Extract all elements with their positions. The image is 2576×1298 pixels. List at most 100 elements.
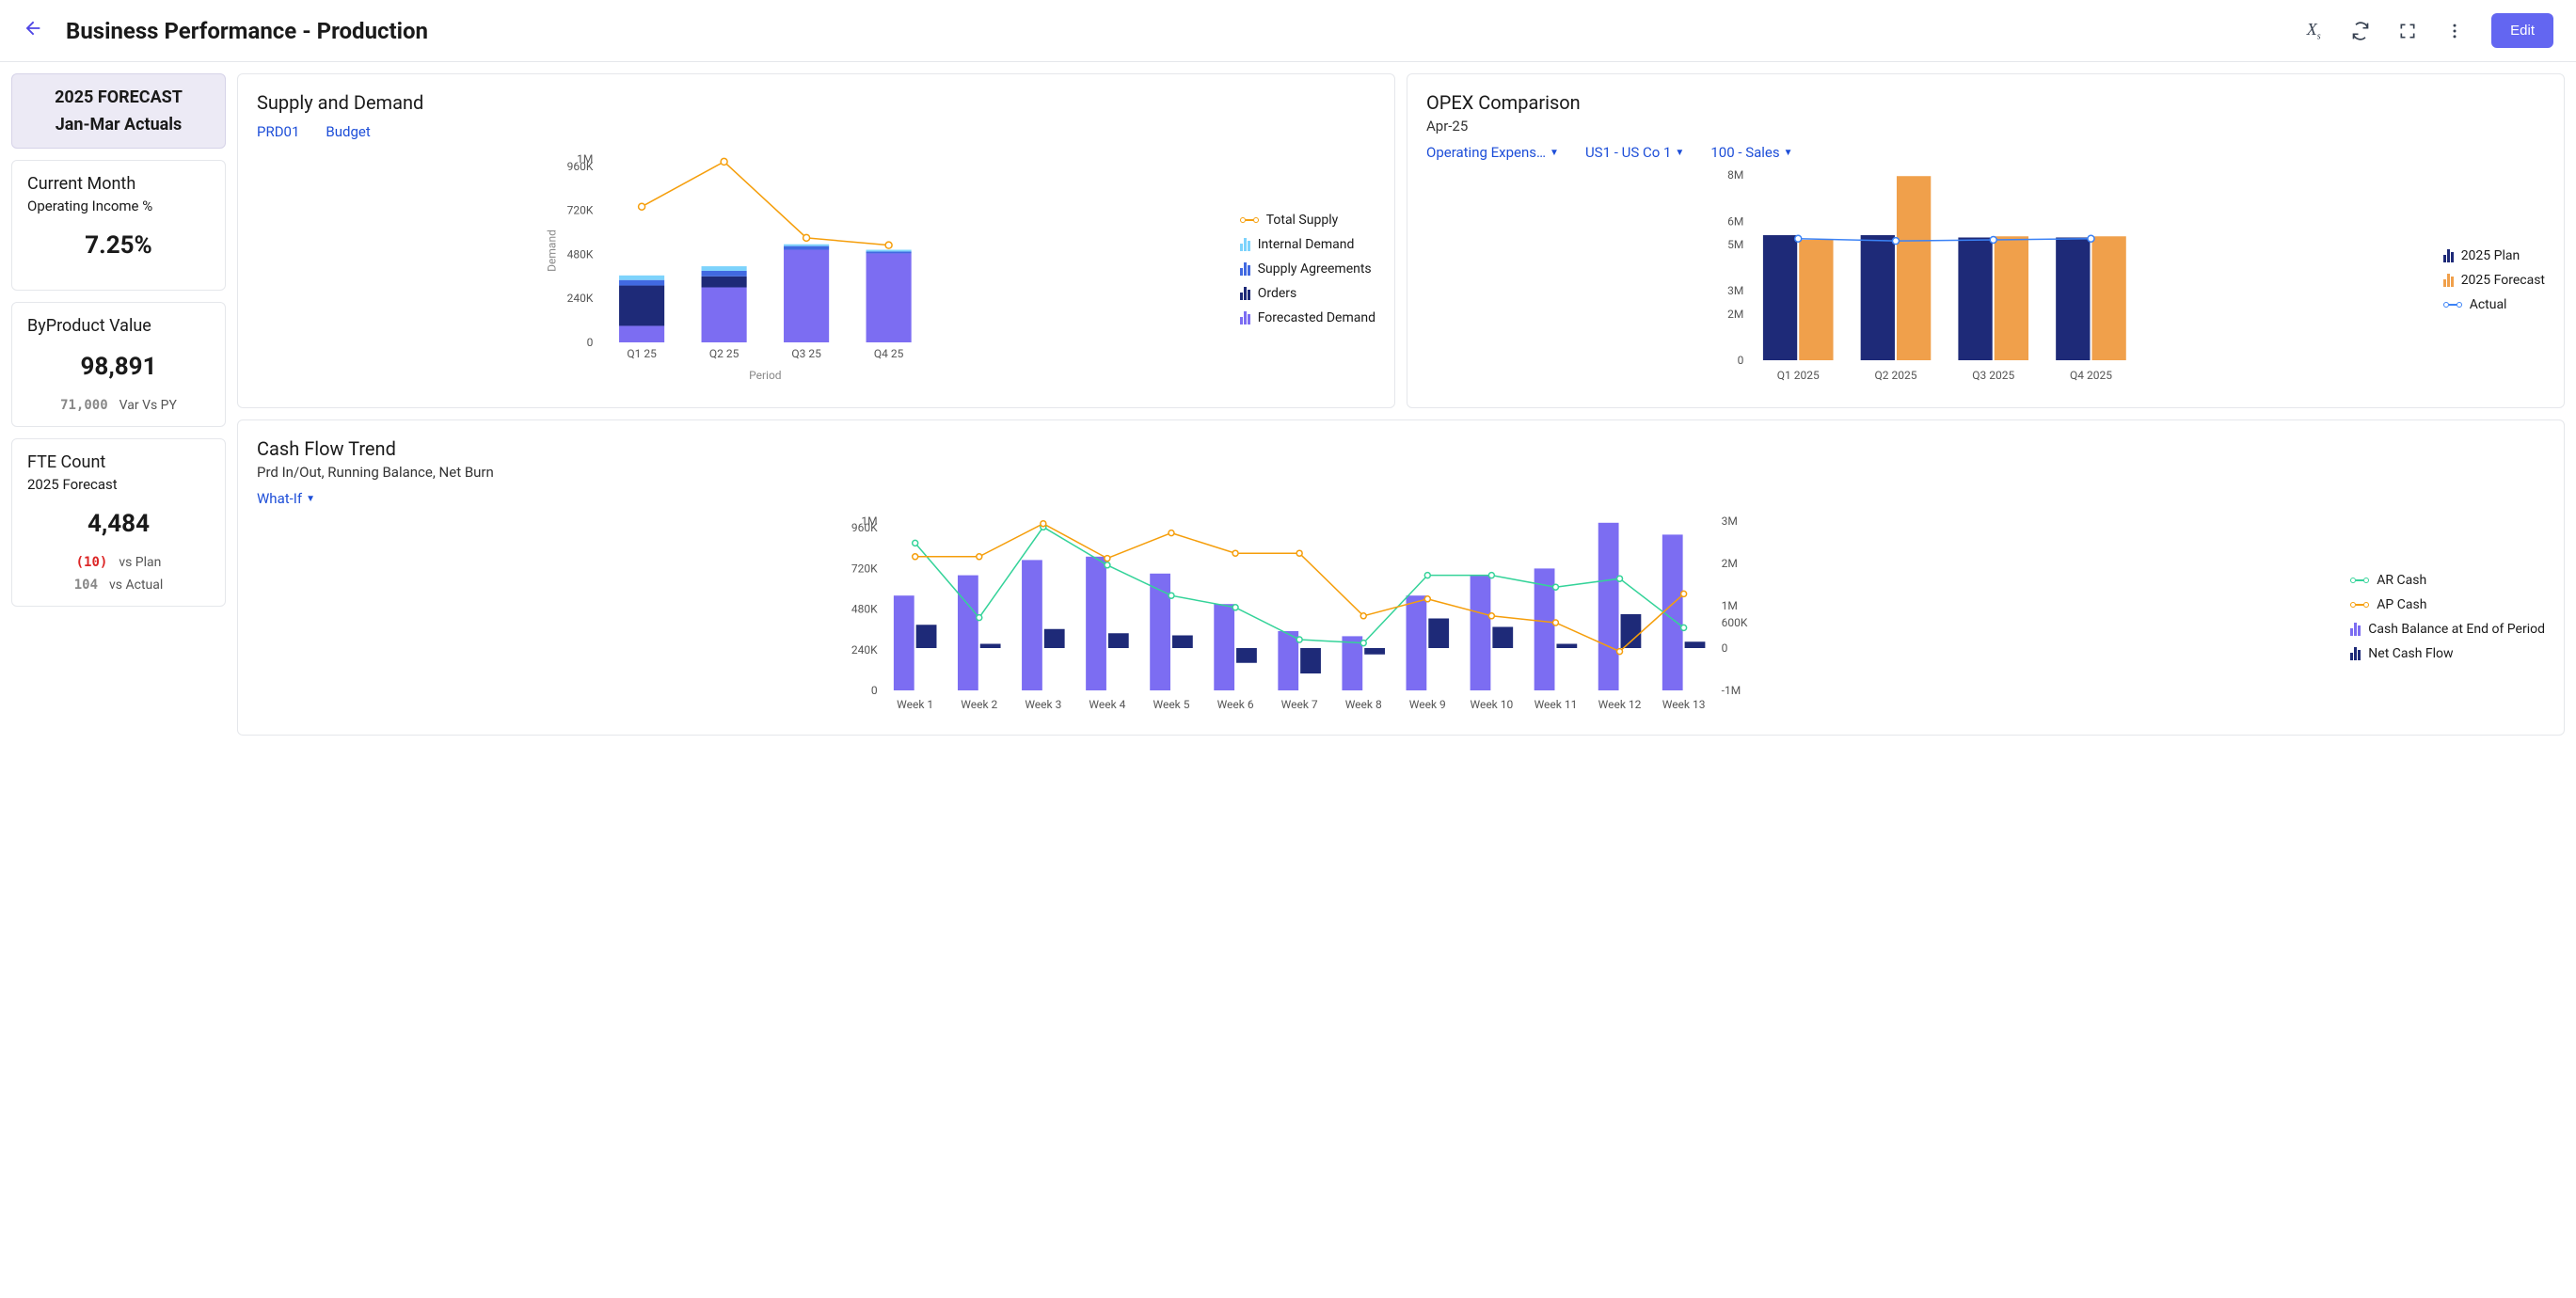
variable-icon[interactable]: Xs (2303, 21, 2324, 41)
svg-text:Q1 25: Q1 25 (627, 347, 657, 360)
opex-legend: 2025 Plan 2025 Forecast Actual (2430, 170, 2545, 390)
svg-text:Week 3: Week 3 (1025, 698, 1061, 711)
legend-total-supply: Total Supply (1240, 213, 1375, 228)
svg-text:Week 2: Week 2 (961, 698, 997, 711)
panel-sub: Apr-25 (1426, 118, 2545, 135)
refresh-icon[interactable] (2350, 21, 2371, 41)
svg-text:Q4 2025: Q4 2025 (2070, 369, 2112, 382)
back-button[interactable] (23, 18, 43, 44)
kpi-r2-label: vs Actual (109, 578, 163, 593)
forecast-line1: 2025 FORECAST (27, 87, 210, 107)
page-title: Business Performance - Production (66, 18, 2303, 44)
legend-actual: Actual (2443, 297, 2545, 312)
svg-text:Week 12: Week 12 (1598, 698, 1642, 711)
svg-text:1M: 1M (577, 152, 593, 166)
kpi-var-label: Var Vs PY (119, 398, 177, 413)
svg-text:3M: 3M (1727, 284, 1743, 297)
svg-text:Week 4: Week 4 (1089, 698, 1125, 711)
kpi-var-num: 71,000 (60, 398, 108, 413)
legend-plan: 2025 Plan (2443, 248, 2545, 263)
svg-text:Week 11: Week 11 (1534, 698, 1578, 711)
opex-chart: 02M3M5M6M8MQ1 2025Q2 2025Q3 2025Q4 2025 (1426, 170, 2430, 390)
svg-text:Week 8: Week 8 (1345, 698, 1382, 711)
svg-text:0: 0 (1722, 641, 1728, 655)
svg-text:5M: 5M (1727, 238, 1743, 251)
svg-text:720K: 720K (851, 562, 878, 575)
svg-text:Demand: Demand (545, 230, 558, 272)
kpi-sub: Operating Income % (27, 198, 210, 214)
panel-title: OPEX Comparison (1426, 91, 2545, 114)
svg-text:Q4 25: Q4 25 (874, 347, 904, 360)
legend-cash-balance: Cash Balance at End of Period (2350, 622, 2545, 637)
kpi-r1-label: vs Plan (119, 555, 161, 570)
supply-demand-legend: Total Supply Internal Demand Supply Agre… (1227, 150, 1375, 388)
svg-text:Period: Period (749, 369, 781, 382)
svg-text:240K: 240K (567, 292, 594, 305)
fullscreen-icon[interactable] (2397, 21, 2418, 41)
svg-text:Q3 25: Q3 25 (791, 347, 821, 360)
legend-forecast: 2025 Forecast (2443, 273, 2545, 288)
svg-text:Week 5: Week 5 (1153, 698, 1189, 711)
supply-demand-chart: 0240K480K720K960K1MDemandQ1 25Q2 25Q3 25… (257, 150, 1227, 388)
filter-row: Operating Expens… ▼ US1 - US Co 1 ▼ 100 … (1426, 144, 2545, 161)
legend-ar-cash: AR Cash (2350, 573, 2545, 588)
more-icon[interactable] (2444, 21, 2465, 41)
kpi-sub: 2025 Forecast (27, 476, 210, 493)
svg-text:1M: 1M (1722, 599, 1738, 612)
svg-text:0: 0 (587, 336, 594, 349)
svg-text:600K: 600K (1722, 616, 1748, 629)
svg-text:Q3 2025: Q3 2025 (1972, 369, 2014, 382)
legend-orders: Orders (1240, 286, 1375, 301)
cashflow-legend: AR Cash AP Cash Cash Balance at End of P… (2337, 516, 2545, 718)
legend-forecasted-demand: Forecasted Demand (1240, 310, 1375, 325)
cashflow-panel: Cash Flow Trend Prd In/Out, Running Bala… (237, 419, 2565, 736)
kpi-sidebar: 2025 FORECAST Jan-Mar Actuals Current Mo… (11, 73, 226, 736)
legend-net-cash-flow: Net Cash Flow (2350, 646, 2545, 661)
filter-row: What-If ▼ (257, 490, 2545, 507)
kpi-r2-num: 104 (74, 578, 98, 593)
kpi-byproduct[interactable]: ByProduct Value 98,891 71,000 Var Vs PY (11, 302, 226, 427)
svg-text:-1M: -1M (1722, 684, 1741, 697)
svg-text:720K: 720K (567, 204, 594, 217)
svg-text:2M: 2M (1722, 557, 1738, 570)
svg-text:1M: 1M (861, 514, 877, 528)
filter-row: PRD01 Budget (257, 123, 1375, 140)
header-actions: Xs Edit (2303, 13, 2553, 48)
svg-text:240K: 240K (851, 643, 878, 657)
kpi-title: Current Month (27, 174, 210, 194)
svg-text:Q2 25: Q2 25 (709, 347, 739, 360)
supply-demand-panel: Supply and Demand PRD01 Budget 0240K480K… (237, 73, 1395, 408)
svg-text:Week 1: Week 1 (897, 698, 933, 711)
panel-sub: Prd In/Out, Running Balance, Net Burn (257, 464, 2545, 481)
filter-budget[interactable]: Budget (326, 123, 370, 140)
svg-text:Q2 2025: Q2 2025 (1874, 369, 1916, 382)
svg-text:2M: 2M (1727, 308, 1743, 321)
filter-opex-entity[interactable]: US1 - US Co 1 ▼ (1585, 144, 1684, 161)
kpi-r1-num: (10) (76, 555, 108, 570)
svg-text:3M: 3M (1722, 514, 1738, 528)
kpi-value: 7.25% (27, 231, 210, 260)
svg-text:Week 10: Week 10 (1471, 698, 1514, 711)
svg-text:480K: 480K (851, 603, 878, 616)
svg-text:Q1 2025: Q1 2025 (1777, 369, 1820, 382)
panel-title: Cash Flow Trend (257, 437, 2545, 460)
edit-button[interactable]: Edit (2491, 13, 2553, 48)
legend-internal-demand: Internal Demand (1240, 237, 1375, 252)
svg-text:Week 9: Week 9 (1409, 698, 1446, 711)
svg-text:0: 0 (871, 684, 878, 697)
filter-opex-dept[interactable]: 100 - Sales ▼ (1710, 144, 1792, 161)
panel-title: Supply and Demand (257, 91, 1375, 114)
kpi-value: 98,891 (27, 353, 210, 381)
filter-prd[interactable]: PRD01 (257, 123, 299, 140)
legend-supply-agreements: Supply Agreements (1240, 261, 1375, 277)
kpi-fte[interactable]: FTE Count 2025 Forecast 4,484 (10) vs Pl… (11, 438, 226, 607)
forecast-card[interactable]: 2025 FORECAST Jan-Mar Actuals (11, 73, 226, 149)
legend-ap-cash: AP Cash (2350, 597, 2545, 612)
kpi-operating-income[interactable]: Current Month Operating Income % 7.25% (11, 160, 226, 291)
svg-text:8M: 8M (1727, 168, 1743, 182)
svg-text:Week 7: Week 7 (1281, 698, 1318, 711)
filter-whatif[interactable]: What-If ▼ (257, 490, 315, 507)
dashboard: 2025 FORECAST Jan-Mar Actuals Current Mo… (0, 62, 2576, 747)
filter-opex-account[interactable]: Operating Expens… ▼ (1426, 144, 1559, 161)
opex-panel: OPEX Comparison Apr-25 Operating Expens…… (1407, 73, 2565, 408)
